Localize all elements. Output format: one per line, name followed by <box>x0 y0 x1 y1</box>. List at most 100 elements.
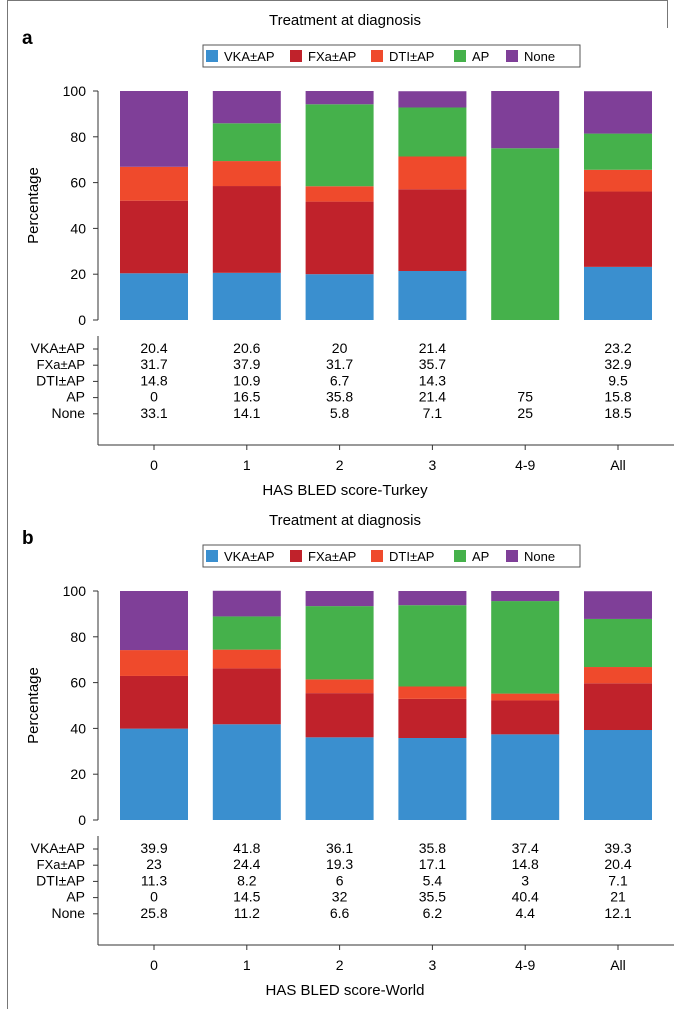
y-tick-label: 20 <box>70 766 86 782</box>
bar-dti-pm-ap-0 <box>120 166 188 201</box>
table-value: 35.8 <box>326 389 353 405</box>
table-value: 39.3 <box>604 840 631 856</box>
bar-ap-1 <box>212 123 281 162</box>
bar-ap-2 <box>305 104 374 187</box>
legend-none-swatch <box>506 50 518 62</box>
legend-fxa-pm-ap-swatch <box>290 550 302 562</box>
legend-none-label: None <box>524 49 555 64</box>
legend-ap-swatch <box>454 550 466 562</box>
bar-fxa-pm-ap-4-9 <box>491 700 560 735</box>
bar-vka-pm-ap-3 <box>398 270 467 320</box>
legend-dti-pm-ap-label: DTI±AP <box>389 549 434 564</box>
table-value: 31.7 <box>140 356 167 372</box>
x-category-label: All <box>610 957 626 973</box>
y-tick-label: 60 <box>70 675 86 691</box>
bar-vka-pm-ap-2 <box>305 737 374 820</box>
y-axis-title: Percentage <box>25 167 42 244</box>
bar-dti-pm-ap-2 <box>305 186 374 202</box>
table-value: 10.9 <box>233 372 260 388</box>
table-value: 20 <box>332 340 348 356</box>
y-tick-label: 60 <box>70 175 86 191</box>
x-category-label: 1 <box>243 957 251 973</box>
bar-ap-1 <box>212 616 281 650</box>
bar-dti-pm-ap-4-9 <box>491 693 560 701</box>
table-value: 6.7 <box>330 372 350 388</box>
bar-none-4-9 <box>491 91 560 149</box>
x-axis-title: HAS BLED score-Turkey <box>262 482 428 499</box>
x-category-label: 2 <box>336 957 344 973</box>
table-value: 35.5 <box>419 889 446 905</box>
legend-dti-pm-ap-swatch <box>371 50 383 62</box>
table-value: 25 <box>517 405 533 421</box>
bar-vka-pm-ap-0 <box>120 728 188 820</box>
x-category-label: All <box>610 457 626 473</box>
table-value: 40.4 <box>512 889 539 905</box>
bar-vka-pm-ap-2 <box>305 274 374 320</box>
bar-dti-pm-ap-3 <box>398 686 467 699</box>
bar-dti-pm-ap-2 <box>305 679 374 694</box>
bar-vka-pm-ap-1 <box>212 724 281 820</box>
table-value: 39.9 <box>140 840 167 856</box>
table-value: 35.7 <box>419 356 446 372</box>
bar-ap-all <box>584 618 652 668</box>
y-axis-title: Percentage <box>25 667 42 744</box>
table-value: 0 <box>150 389 158 405</box>
bar-fxa-pm-ap-all <box>584 191 652 267</box>
table-value: 24.4 <box>233 856 260 872</box>
table-value: 21.4 <box>419 340 446 356</box>
bar-ap-2 <box>305 606 374 680</box>
y-tick-label: 80 <box>70 629 86 645</box>
y-tick-label: 100 <box>63 83 87 99</box>
legend-dti-pm-ap-label: DTI±AP <box>389 49 434 64</box>
table-value: 5.8 <box>330 405 350 421</box>
bar-none-3 <box>398 91 467 108</box>
bar-fxa-pm-ap-2 <box>305 201 374 275</box>
table-value: 36.1 <box>326 840 353 856</box>
bar-none-all <box>584 91 652 134</box>
bar-ap-3 <box>398 605 467 687</box>
legend-ap-swatch <box>454 50 466 62</box>
bar-dti-pm-ap-1 <box>212 649 281 669</box>
table-value: 7.1 <box>608 872 628 888</box>
figure-frame-left <box>7 0 8 1009</box>
x-category-label: 2 <box>336 457 344 473</box>
legend-dti-pm-ap-swatch <box>371 550 383 562</box>
bar-fxa-pm-ap-0 <box>120 200 188 274</box>
table-value: 14.1 <box>233 405 260 421</box>
x-category-label: 4-9 <box>515 957 535 973</box>
legend-fxa-pm-ap-label: FXa±AP <box>308 49 356 64</box>
bar-dti-pm-ap-all <box>584 169 652 192</box>
figure-frame-right <box>667 0 668 28</box>
bar-none-0 <box>120 591 188 651</box>
bar-vka-pm-ap-0 <box>120 273 188 320</box>
bar-none-2 <box>305 591 374 607</box>
bar-vka-pm-ap-all <box>584 730 652 820</box>
chart-title: Treatment at diagnosis <box>269 512 421 529</box>
table-value: 8.2 <box>237 872 257 888</box>
table-value: 14.8 <box>140 372 167 388</box>
bar-fxa-pm-ap-3 <box>398 189 467 271</box>
bar-ap-4-9 <box>491 601 560 694</box>
table-value: 18.5 <box>604 405 631 421</box>
y-tick-label: 100 <box>63 583 87 599</box>
x-category-label: 4-9 <box>515 457 535 473</box>
table-row-label-ap: AP <box>66 889 85 905</box>
bar-vka-pm-ap-1 <box>212 272 281 320</box>
table-value: 75 <box>517 389 533 405</box>
table-row-label-ap: AP <box>66 389 85 405</box>
bar-fxa-pm-ap-all <box>584 683 652 731</box>
panel-letter: b <box>22 528 34 549</box>
x-category-label: 0 <box>150 457 158 473</box>
table-value: 41.8 <box>233 840 260 856</box>
table-value: 12.1 <box>604 905 631 921</box>
table-row-label-none: None <box>52 905 86 921</box>
table-value: 6.6 <box>330 905 350 921</box>
table-value: 25.8 <box>140 905 167 921</box>
legend-fxa-pm-ap-swatch <box>290 50 302 62</box>
bar-none-0 <box>120 91 188 167</box>
y-tick-label: 40 <box>70 220 86 236</box>
legend-vka-pm-ap-label: VKA±AP <box>224 49 275 64</box>
x-axis-title: HAS BLED score-World <box>266 982 425 999</box>
